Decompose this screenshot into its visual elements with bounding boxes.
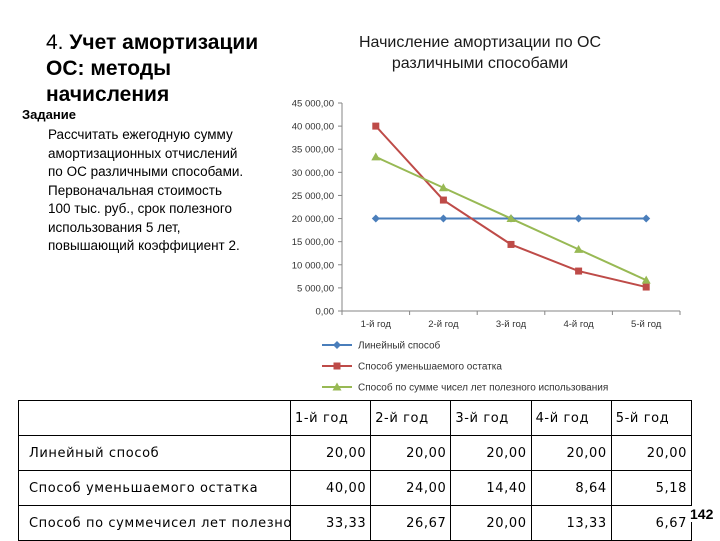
depreciation-line-chart: Начисление амортизации по ОС различными с… <box>292 34 681 394</box>
data-point <box>333 341 341 349</box>
y-tick-label: 25 000,00 <box>292 191 334 202</box>
table-row-label: Линейный способ <box>18 435 291 471</box>
table-header-cell: 5-й год <box>610 400 693 436</box>
data-point <box>333 362 341 370</box>
table-cell: 20,00 <box>450 505 532 541</box>
table-cell: 6,67 <box>610 505 693 541</box>
series-group <box>372 122 650 291</box>
table-cell: 20,00 <box>530 435 612 471</box>
data-point <box>506 214 516 223</box>
y-tick-label: 30 000,00 <box>292 168 334 179</box>
table-header-cell: 1-й год <box>289 400 372 436</box>
x-tick-label: 3-й год <box>496 319 527 330</box>
data-point <box>371 214 380 223</box>
y-tick-label: 45 000,00 <box>292 99 334 110</box>
legend-label: Способ уменьшаемого остатка <box>358 361 502 373</box>
table-header-cell: 4-й год <box>530 400 612 436</box>
data-point <box>642 214 651 223</box>
data-point <box>332 382 342 391</box>
chart-series <box>371 122 651 291</box>
table-row: Способ уменьшаемого остатка 40,00 24,00 14,… <box>18 470 693 506</box>
task-heading: Задание <box>22 107 76 122</box>
y-tick-label: 0,00 <box>316 307 335 318</box>
table-row-label: Способ по суммечисел лет полезного испол… <box>18 505 291 541</box>
data-point <box>574 214 583 223</box>
table-cell: 24,00 <box>370 470 452 506</box>
legend-entry: Способ уменьшаемого остатка <box>322 361 502 373</box>
data-point <box>642 283 650 291</box>
chart-title-line: Начисление амортизации по ОС <box>359 34 601 51</box>
table-cell: 20,00 <box>370 435 452 471</box>
data-point <box>507 240 515 248</box>
table-corner-cell <box>18 400 291 436</box>
slide-title-number: 4. <box>46 31 64 54</box>
task-text: Рассчитать ежегодную сумму амортизационн… <box>48 127 244 253</box>
chart-title: Начисление амортизации по ОС различными с… <box>359 34 601 72</box>
table-cell: 5,18 <box>610 470 693 506</box>
table-row: Линейный способ 20,00 20,00 20,00 20,00 20,00 <box>18 435 693 471</box>
data-point <box>371 152 381 161</box>
legend-label: Способ по сумме чисел лет полезного испо… <box>358 382 608 394</box>
series-group <box>371 152 651 284</box>
depreciation-table: 1-й год 2-й год 3-й год 4-й год 5-й год Лине… <box>18 400 693 541</box>
legend-entry: Линейный способ <box>322 340 441 352</box>
table-cell: 20,00 <box>450 435 532 471</box>
table-body: Линейный способ 20,00 20,00 20,00 20,00 20,00… <box>18 435 693 541</box>
y-tick-label: 40 000,00 <box>292 122 334 133</box>
table-row: Способ по суммечисел лет полезного испол… <box>18 505 693 541</box>
y-tick-label: 15 000,00 <box>292 237 334 248</box>
slide-title-text: Учет амортизации ОС: методы начисления <box>46 31 259 106</box>
table-cell: 26,67 <box>370 505 452 541</box>
table-header-row: 1-й год 2-й год 3-й год 4-й год 5-й год <box>18 400 693 436</box>
data-point <box>372 122 380 130</box>
x-tick-label: 4-й год <box>563 319 594 330</box>
data-point <box>439 196 447 204</box>
x-tick-label: 5-й год <box>631 319 662 330</box>
data-point <box>574 244 584 253</box>
table-cell: 40,00 <box>289 470 372 506</box>
table-cell: 33,33 <box>289 505 372 541</box>
table-header-cell: 2-й год <box>370 400 452 436</box>
chart-axes: 0,00 5 000,00 10 000,00 15 000,00 20 000,00 2… <box>292 99 681 330</box>
table-cell: 20,00 <box>289 435 372 471</box>
table-cell: 8,64 <box>530 470 612 506</box>
legend-label: Линейный способ <box>358 340 441 352</box>
data-point <box>438 183 448 192</box>
y-tick-label: 20 000,00 <box>292 214 334 225</box>
slide-title: 4. Учет амортизации ОС: методы начислени… <box>46 30 286 108</box>
data-point <box>439 214 448 223</box>
table-cell: 14,40 <box>450 470 532 506</box>
legend-entry: Способ по сумме чисел лет полезного испо… <box>322 382 608 394</box>
x-tick-label: 1-й год <box>361 319 392 330</box>
y-tick-label: 10 000,00 <box>292 260 334 271</box>
y-tick-label: 5 000,00 <box>297 283 334 294</box>
table-header-cell: 3-й год <box>450 400 532 436</box>
table-cell: 20,00 <box>610 435 693 471</box>
chart-legend: Линейный способ Способ уменьшаемого остат… <box>322 340 608 394</box>
series-line <box>375 125 647 289</box>
table-cell: 13,33 <box>530 505 612 541</box>
x-tick-label: 2-й год <box>428 319 459 330</box>
y-tick-label: 35 000,00 <box>292 145 334 156</box>
data-point <box>641 275 651 284</box>
chart-title-line: различными способами <box>392 55 568 72</box>
data-point <box>575 267 583 275</box>
table-row-label: Способ уменьшаемого остатка <box>18 470 291 506</box>
page-number: 142 <box>690 506 714 522</box>
